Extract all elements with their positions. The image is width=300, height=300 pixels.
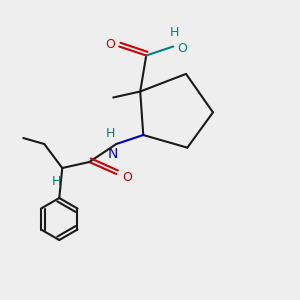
- Text: O: O: [122, 170, 132, 184]
- Text: N: N: [107, 147, 118, 161]
- Text: H: H: [51, 175, 61, 188]
- Text: H: H: [170, 26, 179, 39]
- Text: O: O: [178, 41, 188, 55]
- Text: O: O: [105, 38, 115, 52]
- Text: H: H: [105, 127, 115, 140]
